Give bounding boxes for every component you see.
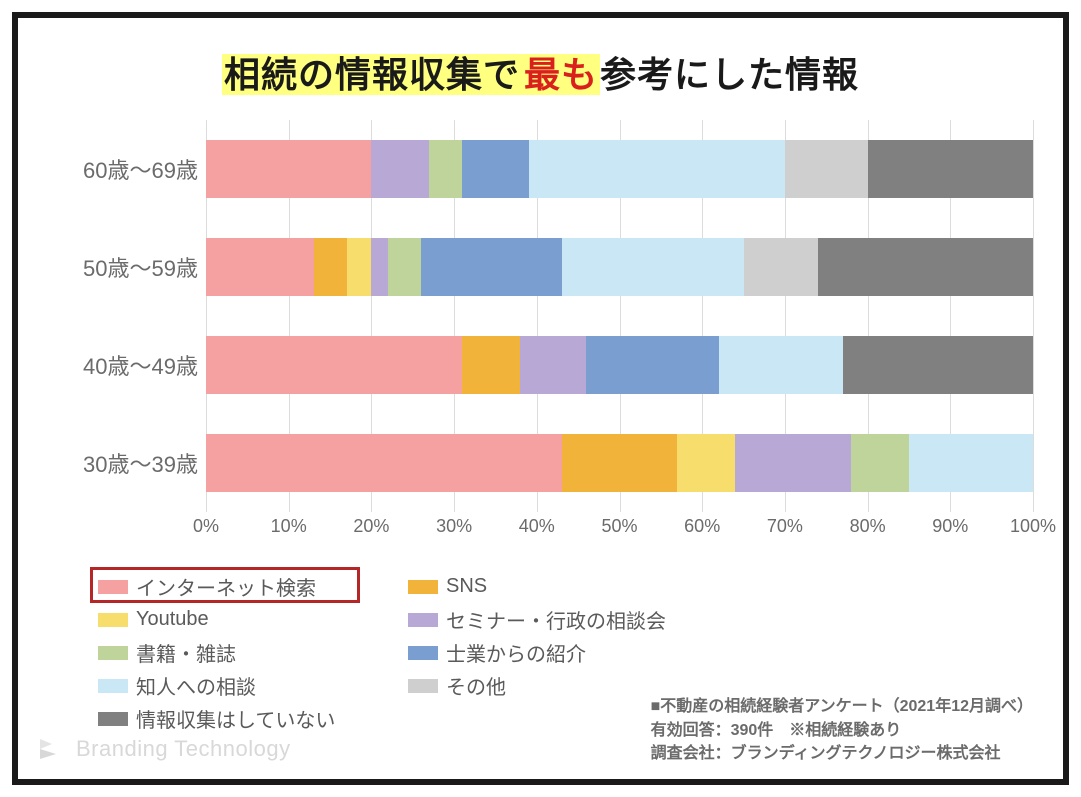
legend-swatch xyxy=(408,580,438,594)
bar-segment-sns xyxy=(562,434,678,492)
legend-swatch xyxy=(408,646,438,660)
table-row xyxy=(206,414,1033,512)
bar-segment-books xyxy=(429,140,462,198)
legend-item-sns: SNS xyxy=(408,570,718,603)
x-axis: 0%10%20%30%40%50%60%70%80%90%100% xyxy=(48,516,1033,542)
footnote-line2: 有効回答：390件 ※相続経験あり xyxy=(651,719,1033,742)
bar-segment-seminar xyxy=(735,434,851,492)
bar-segment-none xyxy=(843,336,1033,394)
legend-item-youtube: Youtube xyxy=(98,603,408,636)
bar-segment-none xyxy=(818,238,1033,296)
legend-item-pro: 士業からの紹介 xyxy=(408,636,718,669)
bar-segment-none xyxy=(868,140,1033,198)
y-axis-labels: 60歳～69歳50歳～59歳40歳～49歳30歳～39歳 xyxy=(48,120,206,512)
chart-title: 相続の情報収集で最も参考にした情報 xyxy=(48,46,1033,98)
bar-segment-seminar xyxy=(371,238,388,296)
y-axis-label: 30歳～39歳 xyxy=(48,414,198,512)
legend-label: 知人への相談 xyxy=(136,671,256,700)
table-row xyxy=(206,120,1033,218)
legend-swatch xyxy=(408,613,438,627)
legend-label: Youtube xyxy=(136,608,209,631)
legend-label: 士業からの紹介 xyxy=(446,638,586,667)
table-row xyxy=(206,316,1033,414)
x-axis-tick: 90% xyxy=(932,516,968,537)
bar-segment-internet xyxy=(206,336,462,394)
footnote: ■不動産の相続経験者アンケート（2021年12月調べ） 有効回答：390件 ※相… xyxy=(651,695,1033,765)
outer-container: 相続の情報収集で最も参考にした情報 60歳～69歳50歳～59歳40歳～49歳3… xyxy=(0,0,1081,797)
legend-label: その他 xyxy=(446,671,506,700)
x-axis-tick: 60% xyxy=(684,516,720,537)
chart-frame: 相続の情報収集で最も参考にした情報 60歳～69歳50歳～59歳40歳～49歳3… xyxy=(12,12,1069,785)
footnote-line1: ■不動産の相続経験者アンケート（2021年12月調べ） xyxy=(651,695,1033,718)
legend-item-seminar: セミナー・行政の相談会 xyxy=(408,603,718,636)
x-axis-tick: 20% xyxy=(353,516,389,537)
stacked-bar xyxy=(206,434,1033,492)
legend-label: インターネット検索 xyxy=(136,572,316,601)
watermark-logo-icon xyxy=(38,735,66,763)
bar-segment-internet xyxy=(206,238,314,296)
chart-area: 60歳～69歳50歳～59歳40歳～49歳30歳～39歳 xyxy=(48,120,1033,512)
legend-swatch xyxy=(98,580,128,594)
title-red: 最も xyxy=(522,54,600,95)
legend-label: 書籍・雑誌 xyxy=(136,638,236,667)
bar-segment-sns xyxy=(314,238,347,296)
bars-container xyxy=(206,120,1033,512)
bar-segment-other xyxy=(785,140,868,198)
legend-swatch xyxy=(98,613,128,627)
legend-item-none: 情報収集はしていない xyxy=(98,702,408,735)
legend-label: 情報収集はしていない xyxy=(136,704,335,733)
y-axis-label: 40歳～49歳 xyxy=(48,316,198,414)
footnote-line3: 調査会社：ブランディングテクノロジー株式会社 xyxy=(651,742,1033,765)
bar-segment-friend xyxy=(562,238,744,296)
x-axis-tick: 40% xyxy=(519,516,555,537)
bar-segment-pro xyxy=(421,238,562,296)
bar-segment-youtube xyxy=(677,434,735,492)
legend-swatch xyxy=(98,679,128,693)
title-part1: 相続の情報収集で xyxy=(222,54,522,95)
bar-segment-youtube xyxy=(347,238,372,296)
bar-segment-seminar xyxy=(520,336,586,394)
legend-item-internet: インターネット検索 xyxy=(98,570,408,603)
legend-label: セミナー・行政の相談会 xyxy=(446,605,666,634)
x-axis-tick: 0% xyxy=(193,516,219,537)
x-axis-tick: 50% xyxy=(601,516,637,537)
title-part2: 参考にした情報 xyxy=(600,54,859,95)
bar-segment-pro xyxy=(586,336,718,394)
bar-segment-friend xyxy=(909,434,1033,492)
x-axis-tick: 100% xyxy=(1010,516,1056,537)
bar-segment-sns xyxy=(462,336,520,394)
watermark-text: Branding Technology xyxy=(76,736,291,762)
gridline xyxy=(1033,120,1034,512)
stacked-bar xyxy=(206,238,1033,296)
x-axis-tick: 80% xyxy=(850,516,886,537)
table-row xyxy=(206,218,1033,316)
x-axis-tick: 70% xyxy=(767,516,803,537)
legend-item-friend: 知人への相談 xyxy=(98,669,408,702)
bar-segment-internet xyxy=(206,140,371,198)
legend-label: SNS xyxy=(446,575,487,598)
x-axis-tick: 10% xyxy=(271,516,307,537)
bar-segment-friend xyxy=(529,140,785,198)
x-axis-tick: 30% xyxy=(436,516,472,537)
bar-segment-internet xyxy=(206,434,562,492)
legend-swatch xyxy=(408,679,438,693)
stacked-bar xyxy=(206,336,1033,394)
y-axis-label: 50歳～59歳 xyxy=(48,218,198,316)
bar-segment-books xyxy=(388,238,421,296)
watermark: Branding Technology xyxy=(38,735,291,763)
bar-segment-books xyxy=(851,434,909,492)
bar-segment-pro xyxy=(462,140,528,198)
bar-segment-seminar xyxy=(371,140,429,198)
legend-swatch xyxy=(98,646,128,660)
y-axis-label: 60歳～69歳 xyxy=(48,120,198,218)
legend-swatch xyxy=(98,712,128,726)
bar-segment-friend xyxy=(719,336,843,394)
legend-item-books: 書籍・雑誌 xyxy=(98,636,408,669)
plot-area xyxy=(206,120,1033,512)
stacked-bar xyxy=(206,140,1033,198)
bar-segment-other xyxy=(744,238,818,296)
